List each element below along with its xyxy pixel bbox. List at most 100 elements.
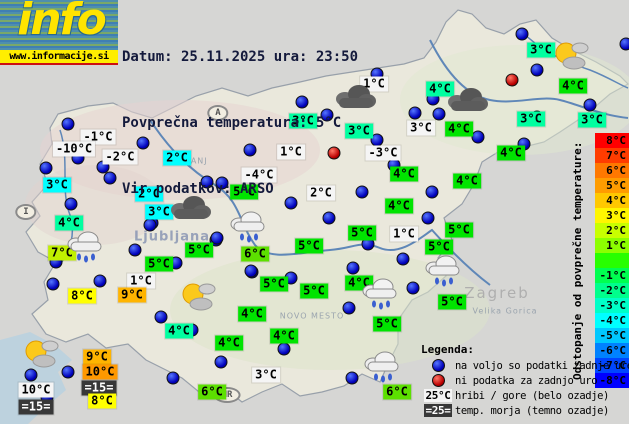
station-temp-label: 6°C xyxy=(198,384,226,400)
header-average-temp: Povprečna temperatura: 5°C xyxy=(122,115,342,131)
station-temp-label: 5°C xyxy=(373,316,401,332)
city-label: Zagreb xyxy=(464,284,530,302)
city-label: NOVO MESTO xyxy=(279,311,345,321)
station-temp-label: 3°C xyxy=(527,42,555,58)
site-logo[interactable]: info www.informacije.si xyxy=(0,0,118,66)
station-temp-label: 1°C xyxy=(127,273,155,289)
station-dot-current xyxy=(61,365,75,379)
scale-cell: -1°C xyxy=(595,268,629,283)
scale-cell: 7°C xyxy=(595,148,629,163)
legend-chip: 25°C xyxy=(423,389,453,402)
station-temp-label: 4°C xyxy=(445,121,473,137)
station-dot-current xyxy=(530,63,544,77)
station-temp-label: 4°C xyxy=(453,173,481,189)
station-temp-label: 4°C xyxy=(385,198,413,214)
legend-item-text: hribi / gore (belo ozadje) xyxy=(455,389,609,402)
station-dot-current xyxy=(46,277,60,291)
station-temp-label: 5°C xyxy=(260,276,288,292)
legend-marker: 25°C xyxy=(421,389,455,402)
station-temp-label: 1°C xyxy=(390,226,418,242)
station-temp-label: 4°C xyxy=(426,81,454,97)
station-temp-label: 4°C xyxy=(497,145,525,161)
scale-cell: 8°C xyxy=(595,133,629,148)
station-temp-label: 5°C xyxy=(438,294,466,310)
station-dot-current xyxy=(342,301,356,315)
station-dot-current xyxy=(471,130,485,144)
station-dot-current xyxy=(515,27,529,41)
legend-items: na voljo so podatki zadnje ure ni podatka… xyxy=(421,358,629,418)
station-dot-current xyxy=(244,264,258,278)
station-dot-current xyxy=(61,117,75,131)
legend-marker xyxy=(421,359,455,372)
legend-item-text: temp. morja (temno ozadje) xyxy=(455,404,609,417)
station-dot-current xyxy=(406,281,420,295)
header-data-source: Vir podatkov: ARSO xyxy=(122,181,274,197)
station-temp-label: -3°C xyxy=(365,145,401,161)
station-temp-label: 6°C xyxy=(241,246,269,262)
station-temp-label: 4°C xyxy=(215,335,243,351)
station-dot-current xyxy=(421,211,435,225)
station-dot-current xyxy=(24,368,38,382)
country-marker-i: I xyxy=(15,204,37,220)
legend-title: Legenda: xyxy=(421,343,474,356)
station-dot-current xyxy=(128,243,142,257)
station-temp-label: 4°C xyxy=(559,78,587,94)
station-dot-current xyxy=(93,274,107,288)
station-dot-current xyxy=(277,342,291,356)
scale-cell: 5°C xyxy=(595,178,629,193)
station-dot-current xyxy=(408,106,422,120)
station-temp-label: 5°C xyxy=(300,283,328,299)
station-temp-label: 8°C xyxy=(88,393,116,409)
scale-cell: -5°C xyxy=(595,328,629,343)
station-temp-label: 4°C xyxy=(238,306,266,322)
station-temp-label: 5°C xyxy=(145,256,173,272)
station-temp-label: 7°C xyxy=(48,245,76,261)
station-dot-current xyxy=(103,171,117,185)
station-temp-label: =15= xyxy=(18,399,54,415)
legend-marker xyxy=(421,374,455,387)
station-temp-label: 5°C xyxy=(185,242,213,258)
scale-cell xyxy=(595,253,629,268)
station-temp-label: 4°C xyxy=(270,328,298,344)
station-dot-current xyxy=(425,185,439,199)
station-dot-current xyxy=(432,107,446,121)
station-temp-label: 3°C xyxy=(43,177,71,193)
logo-url-text[interactable]: www.informacije.si xyxy=(0,50,118,65)
legend-item: ni podatka za zadnjo uro xyxy=(421,373,629,388)
station-temp-label: 3°C xyxy=(578,112,606,128)
station-dot-current xyxy=(39,161,53,175)
station-temp-label: -10°C xyxy=(52,141,96,157)
scale-cell: -4°C xyxy=(595,313,629,328)
station-temp-label: 8°C xyxy=(68,288,96,304)
scale-cell: 6°C xyxy=(595,163,629,178)
station-dot-current xyxy=(345,371,359,385)
station-temp-label: 4°C xyxy=(165,323,193,339)
red-dot-icon xyxy=(431,374,445,387)
city-label: Velika Gorica xyxy=(472,306,538,316)
station-dot-current xyxy=(619,37,629,51)
legend-item-text: ni podatka za zadnjo uro xyxy=(455,374,598,387)
station-temp-label: 3°C xyxy=(517,111,545,127)
station-dot-no-data xyxy=(505,73,519,87)
station-dot-current xyxy=(166,371,180,385)
scale-cell: 1°C xyxy=(595,238,629,253)
header: Datum: 25.11.2025 ura: 23:50 Povprečna t… xyxy=(122,2,358,244)
station-temp-label: 9°C xyxy=(118,287,146,303)
station-dot-current xyxy=(346,261,360,275)
legend-item: na voljo so podatki zadnje ure xyxy=(421,358,629,373)
logo-brand-text: info xyxy=(17,0,107,45)
blue-dot-icon xyxy=(431,359,445,372)
station-temp-label: 9°C xyxy=(83,349,111,365)
station-temp-label: 10°C xyxy=(18,382,54,398)
header-date-time: Datum: 25.11.2025 ura: 23:50 xyxy=(122,49,359,65)
station-temp-label: 10°C xyxy=(82,364,118,380)
legend-item-text: na voljo so podatki zadnje ure xyxy=(455,359,629,372)
station-temp-label: 5°C xyxy=(425,239,453,255)
legend-chip: =25= xyxy=(423,404,453,417)
station-temp-label: 4°C xyxy=(55,215,83,231)
station-temp-label: 1°C xyxy=(360,76,388,92)
station-dot-current xyxy=(64,197,78,211)
scale-cell: 3°C xyxy=(595,208,629,223)
